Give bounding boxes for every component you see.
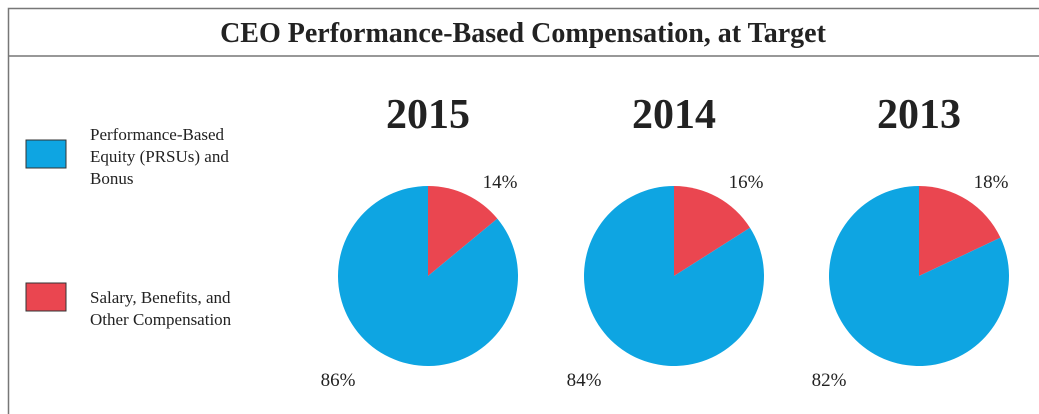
value-label: 82% — [812, 370, 847, 391]
legend-swatch — [25, 282, 67, 312]
value-label: 84% — [567, 370, 602, 391]
legend-label: Salary, Benefits, and Other Compensation — [90, 288, 232, 329]
pie-title: 2014 — [632, 92, 716, 138]
value-label: 18% — [974, 172, 1009, 193]
pie-slice — [919, 186, 1001, 276]
value-label: 86% — [321, 370, 356, 391]
pie-slice — [829, 186, 1009, 366]
chart-title: CEO Performance-Based Compensation, at T… — [220, 18, 827, 49]
pie-title: 2015 — [386, 92, 470, 138]
value-label: 14% — [483, 172, 518, 193]
pie-slice — [428, 186, 498, 276]
legend-label: Performance-Based Equity (PRSUs) and Bon… — [90, 125, 229, 188]
legend-swatch — [25, 139, 67, 169]
value-label: 16% — [729, 172, 764, 193]
pie-title: 2013 — [877, 92, 961, 138]
frame — [7, 7, 1039, 414]
pie-slice — [583, 186, 764, 366]
pie-slice — [338, 186, 519, 366]
pie-slice — [674, 186, 750, 276]
